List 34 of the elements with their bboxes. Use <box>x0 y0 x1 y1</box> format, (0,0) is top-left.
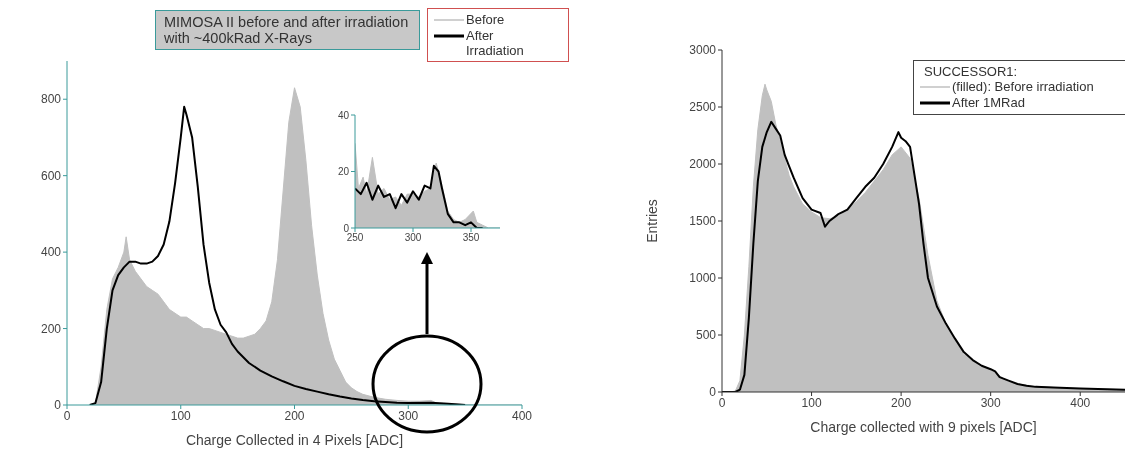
x-tick-label: 250 <box>346 232 364 244</box>
y-tick-label: 500 <box>695 328 717 343</box>
y-tick-label: 20 <box>337 166 350 178</box>
y-tick-label: 200 <box>40 321 62 336</box>
y-tick-label: 1000 <box>689 271 717 286</box>
chart-title: MIMOSA II before and after irradiation with ~400kRad X-Rays <box>155 10 420 50</box>
y-tick-label: 800 <box>40 92 62 107</box>
x-tick-label: 400 <box>511 408 533 423</box>
y-axis-title: Entries <box>643 199 660 243</box>
y-tick-label: 400 <box>40 245 62 260</box>
x-tick-label: 200 <box>284 408 305 423</box>
y-tick-label: 2500 <box>689 100 717 115</box>
x-axis-title: Charge collected with 9 pixels [ADC] <box>810 419 1037 435</box>
x-tick-label: 350 <box>462 232 480 244</box>
x-axis-title: Charge Collected in 4 Pixels [ADC] <box>185 432 404 448</box>
x-tick-label: 200 <box>891 395 912 410</box>
y-tick-label: 1500 <box>689 214 717 229</box>
x-tick-label: 300 <box>980 395 1001 410</box>
x-tick-label: 100 <box>170 408 192 423</box>
x-tick-label: 400 <box>1070 395 1091 410</box>
y-tick-label: 3000 <box>689 43 717 58</box>
x-tick-label: 300 <box>404 232 422 244</box>
x-tick-label: 300 <box>398 408 419 423</box>
legend-label: After 1MRad <box>952 95 1025 110</box>
y-tick-label: 600 <box>40 168 62 183</box>
y-tick-label: 0 <box>709 385 717 400</box>
legend-label: Before <box>466 12 506 27</box>
legend-label: After Irradiation <box>466 28 525 58</box>
legend-title: SUCCESSOR1: <box>923 64 1019 79</box>
x-tick-label: 100 <box>801 395 822 410</box>
legend-label: (filled): Before irradiation <box>952 79 1094 94</box>
y-tick-label: 2000 <box>689 157 717 172</box>
y-tick-label: 0 <box>343 222 350 234</box>
y-tick-label: 40 <box>337 109 350 121</box>
